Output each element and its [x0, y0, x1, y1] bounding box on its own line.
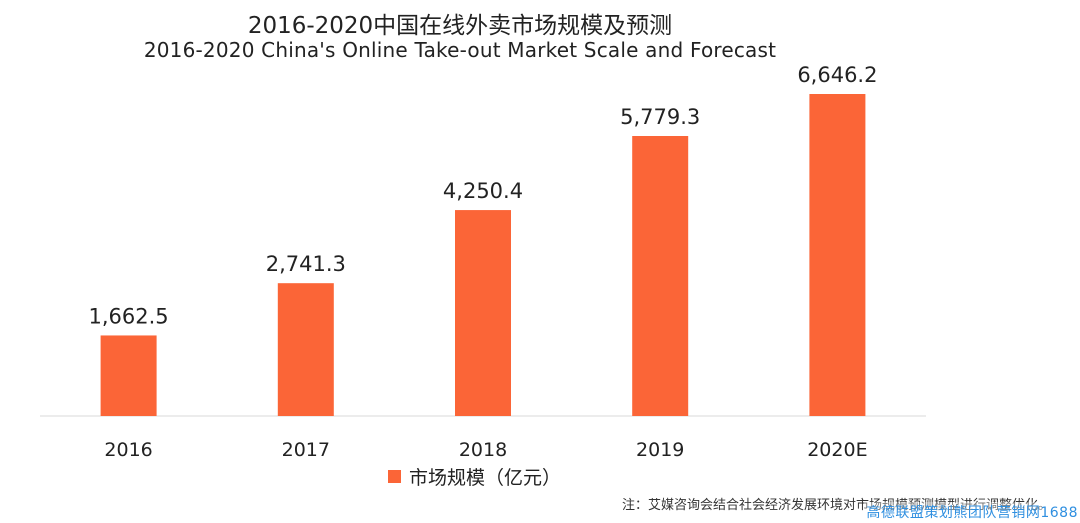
x-tick-2019: 2019	[636, 439, 684, 461]
bar-2018	[455, 210, 511, 416]
bar-2019	[632, 136, 689, 416]
x-tick-2018: 2018	[459, 439, 507, 461]
data-label-2018: 4,250.4	[443, 179, 523, 203]
chart-title: 2016-2020中国在线外卖市场规模及预测	[247, 13, 673, 39]
watermark: 高德联盟策划熊团队营销网1688	[864, 502, 1080, 522]
data-label-2016: 1,662.5	[89, 304, 169, 328]
chart-subtitle: 2016-2020 China's Online Take-out Market…	[143, 38, 777, 62]
footnote: 注：艾媒咨询会结合社会经济发展环境对市场规模预测模型进行调整优化。	[621, 498, 1051, 513]
bar-2020E	[809, 94, 866, 416]
x-tick-2016: 2016	[104, 439, 152, 461]
data-label-2017: 2,741.3	[266, 252, 346, 276]
data-label-2019: 5,779.3	[620, 105, 700, 129]
bar-2016	[100, 335, 157, 416]
bar-2017	[277, 283, 334, 416]
x-tick-2020E: 2020E	[807, 439, 867, 461]
data-label-2020E: 6,646.2	[797, 63, 877, 87]
x-tick-2017: 2017	[282, 439, 330, 461]
legend-label: 市场规模（亿元）	[409, 467, 562, 489]
legend-swatch	[388, 470, 401, 483]
legend: 市场规模（亿元）	[388, 463, 561, 490]
